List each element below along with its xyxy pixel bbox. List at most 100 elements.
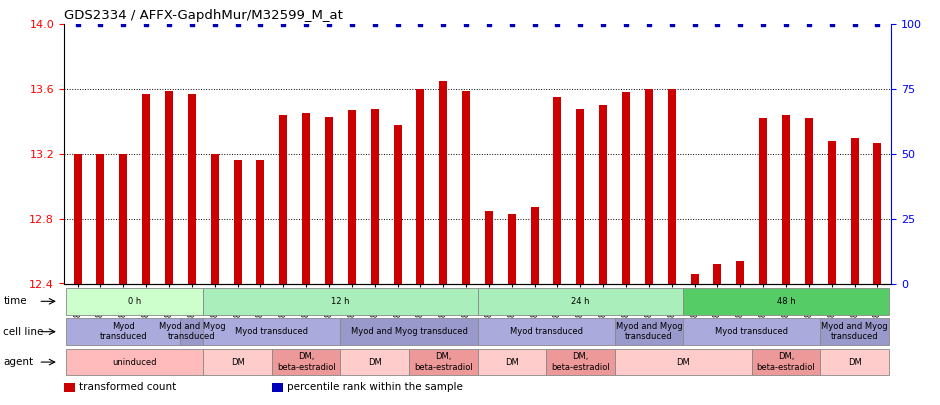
Bar: [805, 118, 813, 284]
Bar: [66, 349, 203, 375]
Bar: [439, 81, 447, 284]
Point: [687, 21, 702, 28]
Text: 48 h: 48 h: [776, 297, 795, 306]
Bar: [188, 94, 196, 284]
Bar: [165, 91, 173, 284]
Text: DM,
beta-estradiol: DM, beta-estradiol: [276, 352, 336, 372]
Bar: [683, 288, 889, 315]
Bar: [828, 141, 836, 284]
Bar: [667, 89, 676, 284]
Point: [70, 21, 86, 28]
Bar: [821, 318, 889, 345]
Text: DM: DM: [368, 358, 382, 367]
Point: [139, 21, 154, 28]
Bar: [203, 349, 272, 375]
Bar: [531, 207, 539, 284]
Text: Myod and Myog
transduced: Myod and Myog transduced: [822, 322, 888, 341]
Bar: [203, 288, 478, 315]
Point: [641, 21, 656, 28]
Text: transformed count: transformed count: [79, 382, 176, 392]
Point: [847, 21, 862, 28]
Bar: [180, 318, 203, 345]
Point: [275, 21, 290, 28]
Bar: [752, 349, 821, 375]
Bar: [713, 264, 722, 284]
Bar: [233, 160, 242, 284]
Bar: [615, 349, 752, 375]
Bar: [462, 91, 470, 284]
Bar: [257, 160, 264, 284]
Bar: [340, 349, 409, 375]
Bar: [66, 318, 180, 345]
Point: [116, 21, 131, 28]
Bar: [645, 89, 653, 284]
Point: [207, 21, 222, 28]
Point: [390, 21, 405, 28]
Bar: [119, 154, 127, 284]
Point: [733, 21, 748, 28]
Text: Myod
transduced: Myod transduced: [100, 322, 148, 341]
Text: 12 h: 12 h: [331, 297, 350, 306]
Text: DM: DM: [505, 358, 519, 367]
Point: [619, 21, 634, 28]
Point: [321, 21, 337, 28]
Point: [550, 21, 565, 28]
Point: [824, 21, 839, 28]
Bar: [478, 318, 615, 345]
Bar: [302, 113, 310, 284]
Text: uninduced: uninduced: [113, 358, 157, 367]
Text: Myod and Myog
transduced: Myod and Myog transduced: [616, 322, 682, 341]
Bar: [272, 349, 340, 375]
Bar: [760, 118, 767, 284]
Bar: [64, 383, 75, 392]
Bar: [279, 115, 288, 284]
Bar: [554, 97, 561, 284]
Bar: [508, 214, 516, 284]
Bar: [851, 138, 858, 284]
Bar: [478, 288, 683, 315]
Bar: [683, 318, 821, 345]
Bar: [485, 211, 493, 284]
Text: DM,
beta-estradiol: DM, beta-estradiol: [414, 352, 473, 372]
Text: GDS2334 / AFFX-GapdhMur/M32599_M_at: GDS2334 / AFFX-GapdhMur/M32599_M_at: [64, 9, 343, 22]
Point: [596, 21, 611, 28]
Point: [344, 21, 359, 28]
Point: [710, 21, 725, 28]
Bar: [873, 143, 882, 284]
Point: [801, 21, 816, 28]
Bar: [211, 154, 219, 284]
Bar: [348, 110, 356, 284]
Text: DM: DM: [230, 358, 244, 367]
Bar: [821, 349, 889, 375]
Text: time: time: [3, 296, 27, 306]
Text: cell line: cell line: [3, 327, 43, 337]
Bar: [622, 92, 630, 284]
Text: Myod and Myog
transduced: Myod and Myog transduced: [159, 322, 226, 341]
Point: [527, 21, 542, 28]
Point: [572, 21, 588, 28]
Point: [481, 21, 496, 28]
Point: [870, 21, 885, 28]
Text: DM,
beta-estradiol: DM, beta-estradiol: [757, 352, 815, 372]
Bar: [273, 383, 283, 392]
Point: [756, 21, 771, 28]
Bar: [370, 109, 379, 284]
Bar: [203, 318, 340, 345]
Text: 0 h: 0 h: [128, 297, 141, 306]
Point: [299, 21, 314, 28]
Point: [504, 21, 519, 28]
Text: DM: DM: [848, 358, 861, 367]
Bar: [325, 117, 333, 284]
Point: [184, 21, 199, 28]
Bar: [394, 125, 401, 284]
Point: [436, 21, 451, 28]
Text: agent: agent: [3, 357, 33, 367]
Point: [665, 21, 680, 28]
Point: [253, 21, 268, 28]
Point: [413, 21, 428, 28]
Bar: [409, 349, 478, 375]
Text: 24 h: 24 h: [572, 297, 589, 306]
Point: [459, 21, 474, 28]
Bar: [615, 318, 683, 345]
Text: percentile rank within the sample: percentile rank within the sample: [288, 382, 463, 392]
